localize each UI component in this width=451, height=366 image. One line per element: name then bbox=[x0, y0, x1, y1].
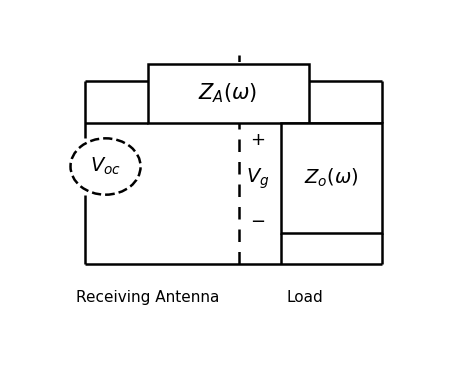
Text: Load: Load bbox=[286, 290, 323, 305]
Text: Receiving Antenna: Receiving Antenna bbox=[76, 290, 219, 305]
Circle shape bbox=[70, 138, 140, 195]
Text: $-$: $-$ bbox=[250, 211, 265, 229]
Text: $Z_A(\omega)$: $Z_A(\omega)$ bbox=[198, 82, 257, 105]
Text: $V_g$: $V_g$ bbox=[246, 167, 269, 191]
Text: $+$: $+$ bbox=[250, 131, 265, 149]
Text: $V_{oc}$: $V_{oc}$ bbox=[90, 156, 121, 177]
Bar bbox=[147, 64, 308, 123]
Text: $Z_o(\omega)$: $Z_o(\omega)$ bbox=[304, 167, 358, 189]
Bar bbox=[280, 123, 382, 233]
